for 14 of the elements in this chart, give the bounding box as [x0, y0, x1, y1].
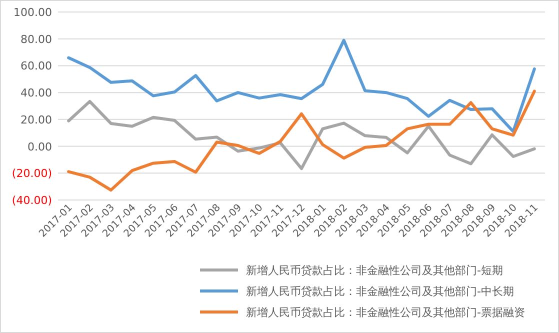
y-tick-label: 80.00 [20, 32, 52, 46]
y-tick-label: 20.00 [20, 113, 52, 126]
y-tick-label: 60.00 [20, 60, 52, 73]
legend-label: 新增人民币贷款占比：非金融性公司及其他部门-短期 [246, 264, 503, 277]
line-series [67, 100, 536, 170]
y-tick-label: (40.00) [12, 194, 52, 207]
line-series [67, 90, 536, 192]
y-tick-label: (20.00) [12, 167, 52, 180]
line-series [67, 38, 536, 134]
y-tick-label: 0.00 [28, 140, 52, 154]
y-tick-label: 40.00 [20, 86, 52, 100]
y-tick-label: 100.00 [14, 6, 52, 19]
legend-label: 新增人民币贷款占比：非金融性公司及其他部门-票据融资 [246, 306, 525, 319]
legend-label: 新增人民币贷款占比：非金融性公司及其他部门-中长期 [246, 285, 514, 298]
